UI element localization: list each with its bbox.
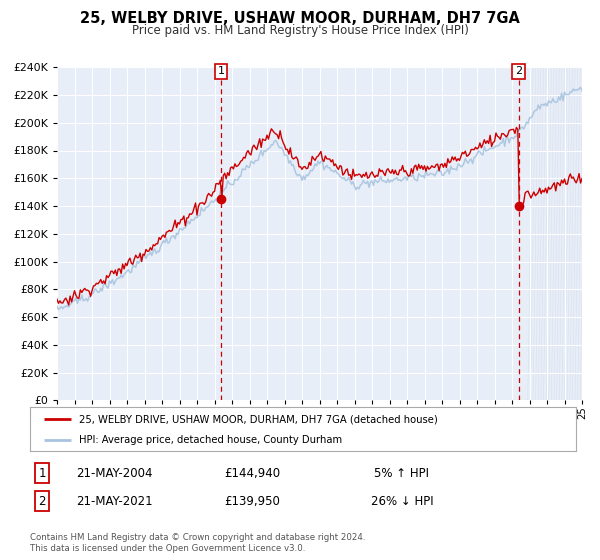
Text: 21-MAY-2004: 21-MAY-2004 bbox=[76, 466, 152, 480]
Text: 25, WELBY DRIVE, USHAW MOOR, DURHAM, DH7 7GA: 25, WELBY DRIVE, USHAW MOOR, DURHAM, DH7… bbox=[80, 11, 520, 26]
Text: 21-MAY-2021: 21-MAY-2021 bbox=[76, 494, 152, 508]
Text: 2: 2 bbox=[38, 494, 46, 508]
Text: 2: 2 bbox=[515, 67, 522, 76]
Text: £144,940: £144,940 bbox=[224, 466, 280, 480]
Text: 1: 1 bbox=[38, 466, 46, 480]
Text: 1: 1 bbox=[218, 67, 224, 76]
Text: £139,950: £139,950 bbox=[224, 494, 280, 508]
Text: HPI: Average price, detached house, County Durham: HPI: Average price, detached house, Coun… bbox=[79, 435, 342, 445]
Text: 26% ↓ HPI: 26% ↓ HPI bbox=[371, 494, 433, 508]
Bar bbox=[528, 67, 582, 400]
Text: Contains HM Land Registry data © Crown copyright and database right 2024.
This d: Contains HM Land Registry data © Crown c… bbox=[30, 533, 365, 553]
Text: 5% ↑ HPI: 5% ↑ HPI bbox=[374, 466, 430, 480]
Text: 25, WELBY DRIVE, USHAW MOOR, DURHAM, DH7 7GA (detached house): 25, WELBY DRIVE, USHAW MOOR, DURHAM, DH7… bbox=[79, 414, 438, 424]
Text: Price paid vs. HM Land Registry's House Price Index (HPI): Price paid vs. HM Land Registry's House … bbox=[131, 24, 469, 36]
